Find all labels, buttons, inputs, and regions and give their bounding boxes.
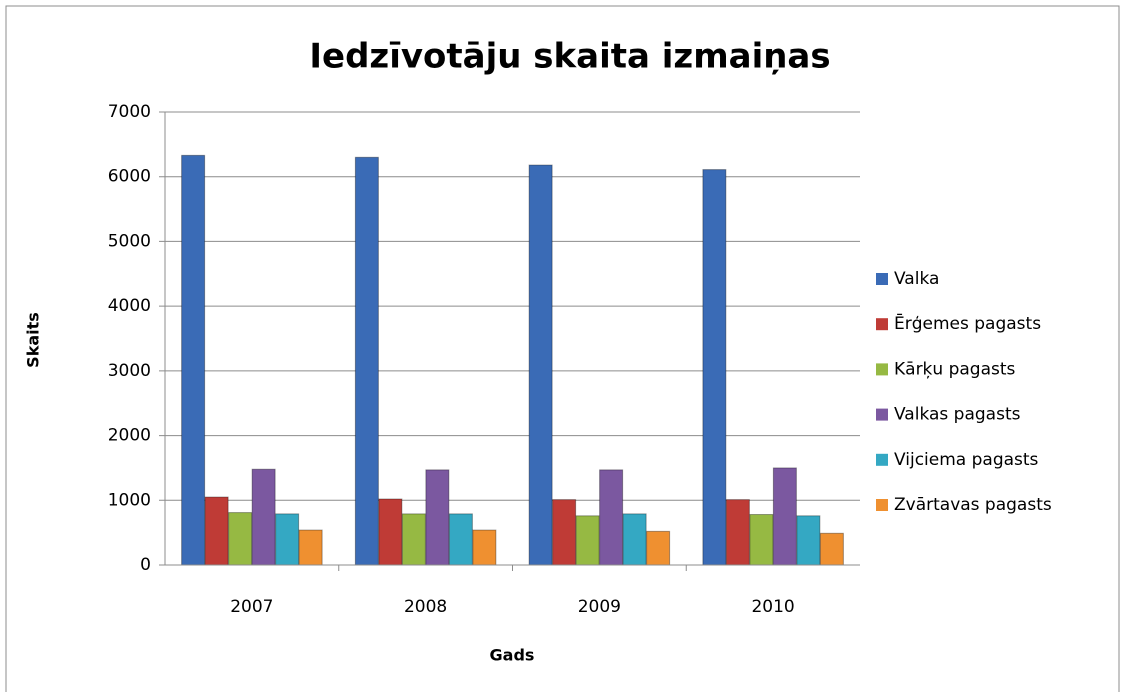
y-tick-label: 6000	[108, 167, 151, 187]
y-axis-label: Skaits	[24, 312, 43, 368]
bar	[702, 169, 727, 566]
bar	[646, 530, 671, 566]
bar	[181, 154, 206, 566]
y-tick-label: 0	[140, 555, 151, 575]
legend-label: Kārķu pagasts	[894, 359, 1016, 379]
legend-swatch	[876, 318, 888, 331]
y-tick-label: 1000	[108, 490, 151, 510]
bar	[552, 499, 577, 566]
bar	[749, 514, 774, 566]
legend-swatch	[876, 408, 888, 421]
legend-label: Valka	[894, 269, 939, 289]
bar	[725, 499, 750, 566]
legend-label: Ērģemes pagasts	[894, 312, 1041, 334]
chart-title: Iedzīvotāju skaita izmaiņas	[309, 37, 830, 77]
y-tick-label: 7000	[108, 102, 151, 122]
bar	[401, 513, 426, 566]
bar	[599, 469, 624, 566]
legend-swatch	[876, 363, 888, 376]
bar	[622, 513, 647, 566]
x-tick-label: 2007	[230, 597, 273, 617]
x-tick-label: 2010	[751, 597, 794, 617]
legend-label: Vijciema pagasts	[894, 450, 1039, 470]
bar	[528, 164, 553, 566]
x-axis-label: Gads	[490, 646, 535, 665]
y-tick-label: 2000	[108, 426, 151, 446]
bar	[251, 468, 276, 566]
x-tick-label: 2008	[404, 597, 447, 617]
legend-swatch	[876, 453, 888, 466]
bar	[204, 496, 229, 566]
bar	[575, 515, 600, 566]
bar	[378, 498, 403, 566]
bar	[298, 529, 323, 566]
bar	[796, 515, 821, 566]
legend-label: Valkas pagasts	[894, 405, 1021, 425]
legend-swatch	[876, 273, 888, 285]
x-tick-label: 2009	[578, 597, 621, 617]
chart-frame	[5, 5, 1120, 692]
bar	[448, 513, 473, 566]
bar	[772, 467, 797, 566]
legend-label: Zvārtavas pagasts	[894, 495, 1052, 515]
bar	[425, 469, 450, 566]
bar	[819, 532, 844, 566]
bar	[472, 529, 497, 566]
y-tick-label: 3000	[108, 361, 151, 381]
y-tick-label: 5000	[108, 231, 151, 251]
bar	[228, 512, 253, 566]
y-tick-label: 4000	[108, 296, 151, 316]
bar	[275, 513, 300, 566]
bar	[354, 156, 379, 566]
legend-swatch	[876, 499, 888, 511]
